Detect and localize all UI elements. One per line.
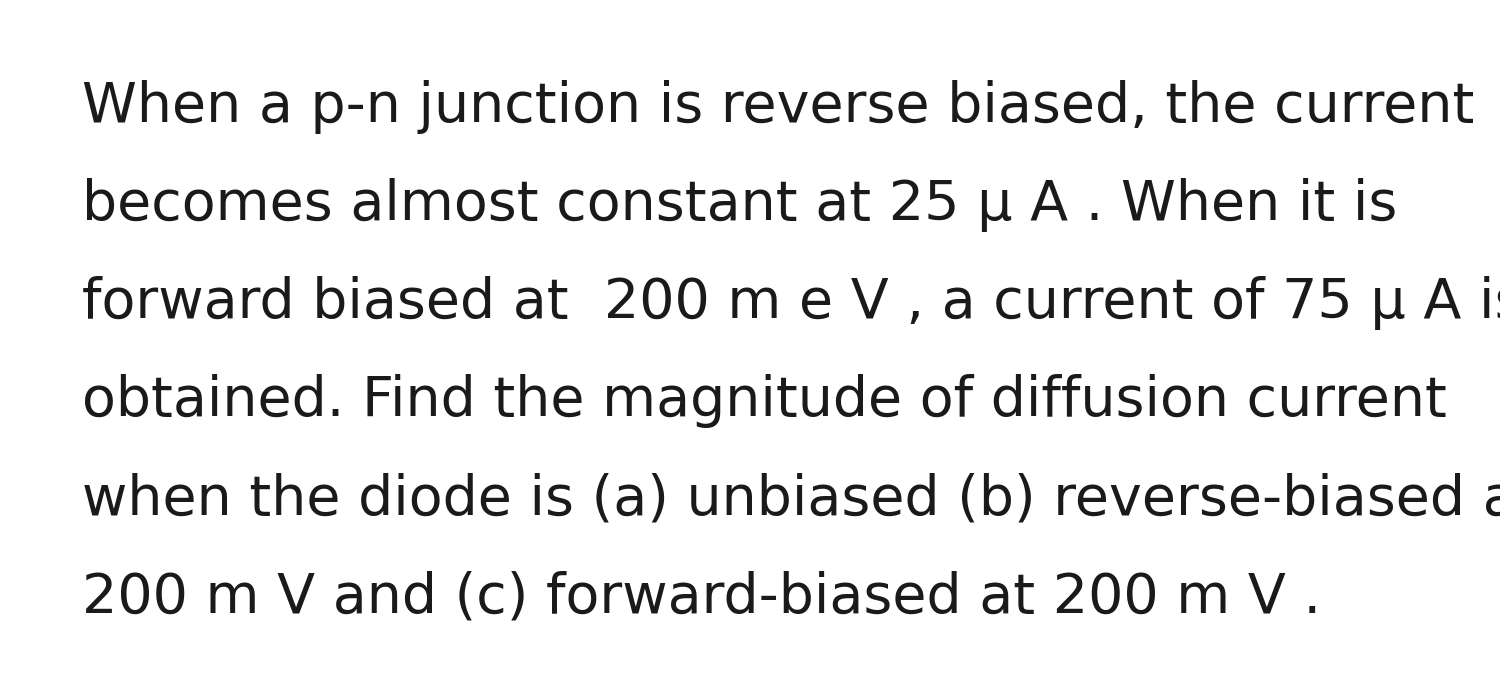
Text: when the diode is (a) unbiased (b) reverse-biased at: when the diode is (a) unbiased (b) rever… — [82, 472, 1500, 526]
Text: forward biased at  200 m e V , a current of 75 μ A is: forward biased at 200 m e V , a current … — [82, 276, 1500, 330]
Text: 200 m V and (c) forward-biased at 200 m V .: 200 m V and (c) forward-biased at 200 m … — [82, 570, 1322, 624]
Text: becomes almost constant at 25 μ A . When it is: becomes almost constant at 25 μ A . When… — [82, 178, 1398, 232]
Text: obtained. Find the magnitude of diffusion current: obtained. Find the magnitude of diffusio… — [82, 374, 1447, 428]
Text: When a p-n junction is reverse biased, the current: When a p-n junction is reverse biased, t… — [82, 80, 1474, 134]
